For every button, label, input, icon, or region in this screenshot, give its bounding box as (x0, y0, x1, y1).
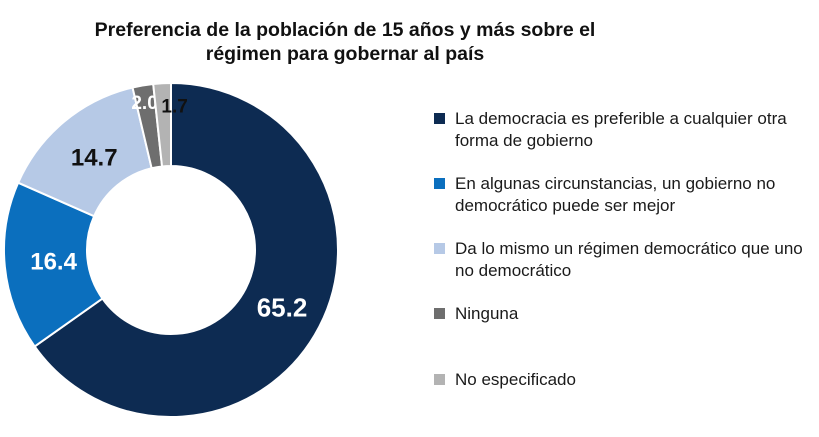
legend-label-3: Da lo mismo un régimen democrático que u… (455, 239, 803, 280)
data-label-4: 2.0 (131, 93, 157, 114)
legend-item-1: La democracia es preferible a cualquier … (434, 108, 809, 152)
donut-slice-5 (152, 81, 172, 168)
donut-chart: 65.2 16.4 14.7 2.0 1.7 (3, 81, 339, 418)
legend-item-4: Ninguna (434, 303, 809, 325)
chart-title-line-2: régimen para gobernar al país (205, 43, 485, 65)
legend-swatch-5 (434, 374, 445, 385)
legend-label-1: La democracia es preferible a cualquier … (455, 109, 787, 150)
data-label-3: 14.7 (71, 144, 118, 171)
data-label-5: 1.7 (161, 97, 187, 118)
legend-label-2: En algunas circunstancias, un gobierno n… (455, 174, 776, 215)
legend-swatch-4 (434, 308, 445, 319)
chart-title-line-1: Preferencia de la población de 15 años y… (94, 19, 596, 41)
chart-title: Preferencia de la población de 15 años y… (50, 18, 640, 66)
donut-slice-1 (33, 81, 339, 418)
data-label-2: 16.4 (30, 248, 77, 275)
legend-label-4: Ninguna (455, 304, 519, 323)
data-label-1: 65.2 (257, 292, 308, 322)
legend-item-5: No especificado (434, 369, 809, 391)
legend-label-5: No especificado (455, 370, 576, 389)
legend-swatch-2 (434, 178, 445, 189)
legend-swatch-1 (434, 113, 445, 124)
legend-item-3: Da lo mismo un régimen democrático que u… (434, 238, 809, 282)
legend-swatch-3 (434, 243, 445, 254)
legend-item-2: En algunas circunstancias, un gobierno n… (434, 173, 809, 217)
